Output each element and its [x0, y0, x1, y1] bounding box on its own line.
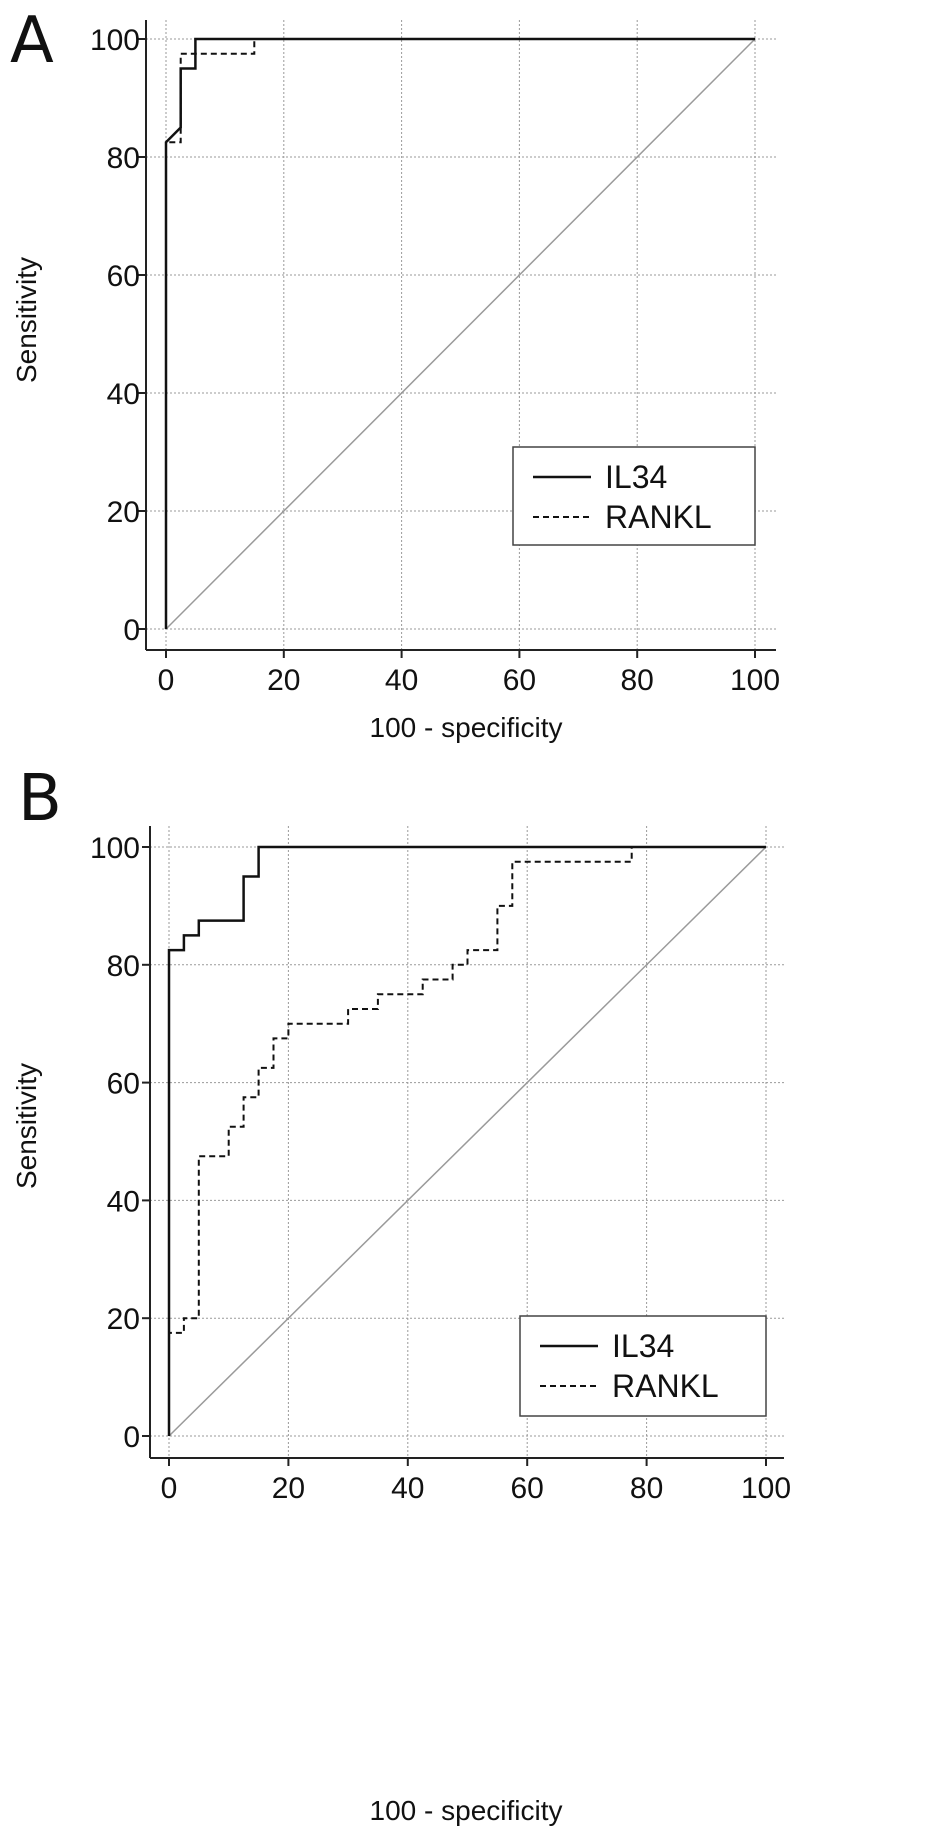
panel-label: A [10, 4, 54, 78]
x-tick-label: 100 [730, 664, 780, 697]
legend-box [512, 446, 756, 546]
x-tick-label: 80 [630, 1472, 663, 1505]
x-axis-title: 100 - specificity [370, 1795, 563, 1826]
legend: IL34 RANKL [512, 446, 756, 546]
y-tick-label: 20 [107, 1303, 140, 1336]
x-tick-label: 0 [161, 1472, 178, 1505]
y-tick-label: 40 [107, 378, 140, 411]
x-tick-label: 0 [158, 664, 175, 697]
y-axis-title: Sensitivity [11, 257, 42, 383]
y-tick-label: 100 [90, 832, 140, 865]
y-tick-label: 40 [107, 1185, 140, 1218]
y-tick-label: 100 [90, 24, 140, 57]
y-tick-label: 80 [107, 142, 140, 175]
y-tick-label: 0 [123, 1421, 140, 1454]
x-tick-label: 40 [385, 664, 418, 697]
panel-a: A 0 20 40 60 80 100 0 20 40 60 80 100 100 - specifici… [10, 4, 780, 743]
x-tick-label: 60 [511, 1472, 544, 1505]
y-axis-title: Sensitivity [11, 1063, 42, 1189]
legend-label-rankl: RANKL [605, 499, 712, 535]
legend-label-rankl: RANKL [612, 1368, 719, 1404]
series-line-il34 [167, 845, 766, 1436]
x-tick-label: 80 [621, 664, 654, 697]
y-tick-label: 60 [107, 260, 140, 293]
legend: IL34 RANKL [519, 1315, 767, 1417]
x-tick-label: 60 [503, 664, 536, 697]
x-tick-label: 20 [272, 1472, 305, 1505]
y-tick-label: 60 [107, 1068, 140, 1101]
series-line-rankl [168, 846, 766, 1436]
y-tick-label: 20 [107, 496, 140, 529]
reference-line [165, 38, 756, 630]
panel-label: B [18, 762, 62, 836]
x-tick-label: 40 [391, 1472, 424, 1505]
legend-label-il34: IL34 [612, 1328, 674, 1364]
reference-line [168, 846, 767, 1437]
legend-label-il34: IL34 [605, 459, 667, 495]
x-tick-label: 100 [741, 1472, 791, 1505]
y-tick-label: 80 [107, 950, 140, 983]
panel-b: B 0 20 40 60 80 100 0 20 40 60 80 100 100 - specifici… [11, 762, 791, 1826]
x-tick-label: 20 [267, 664, 300, 697]
y-tick-label: 0 [123, 614, 140, 647]
legend-box [519, 1315, 767, 1417]
x-axis-title: 100 - specificity [370, 712, 563, 743]
